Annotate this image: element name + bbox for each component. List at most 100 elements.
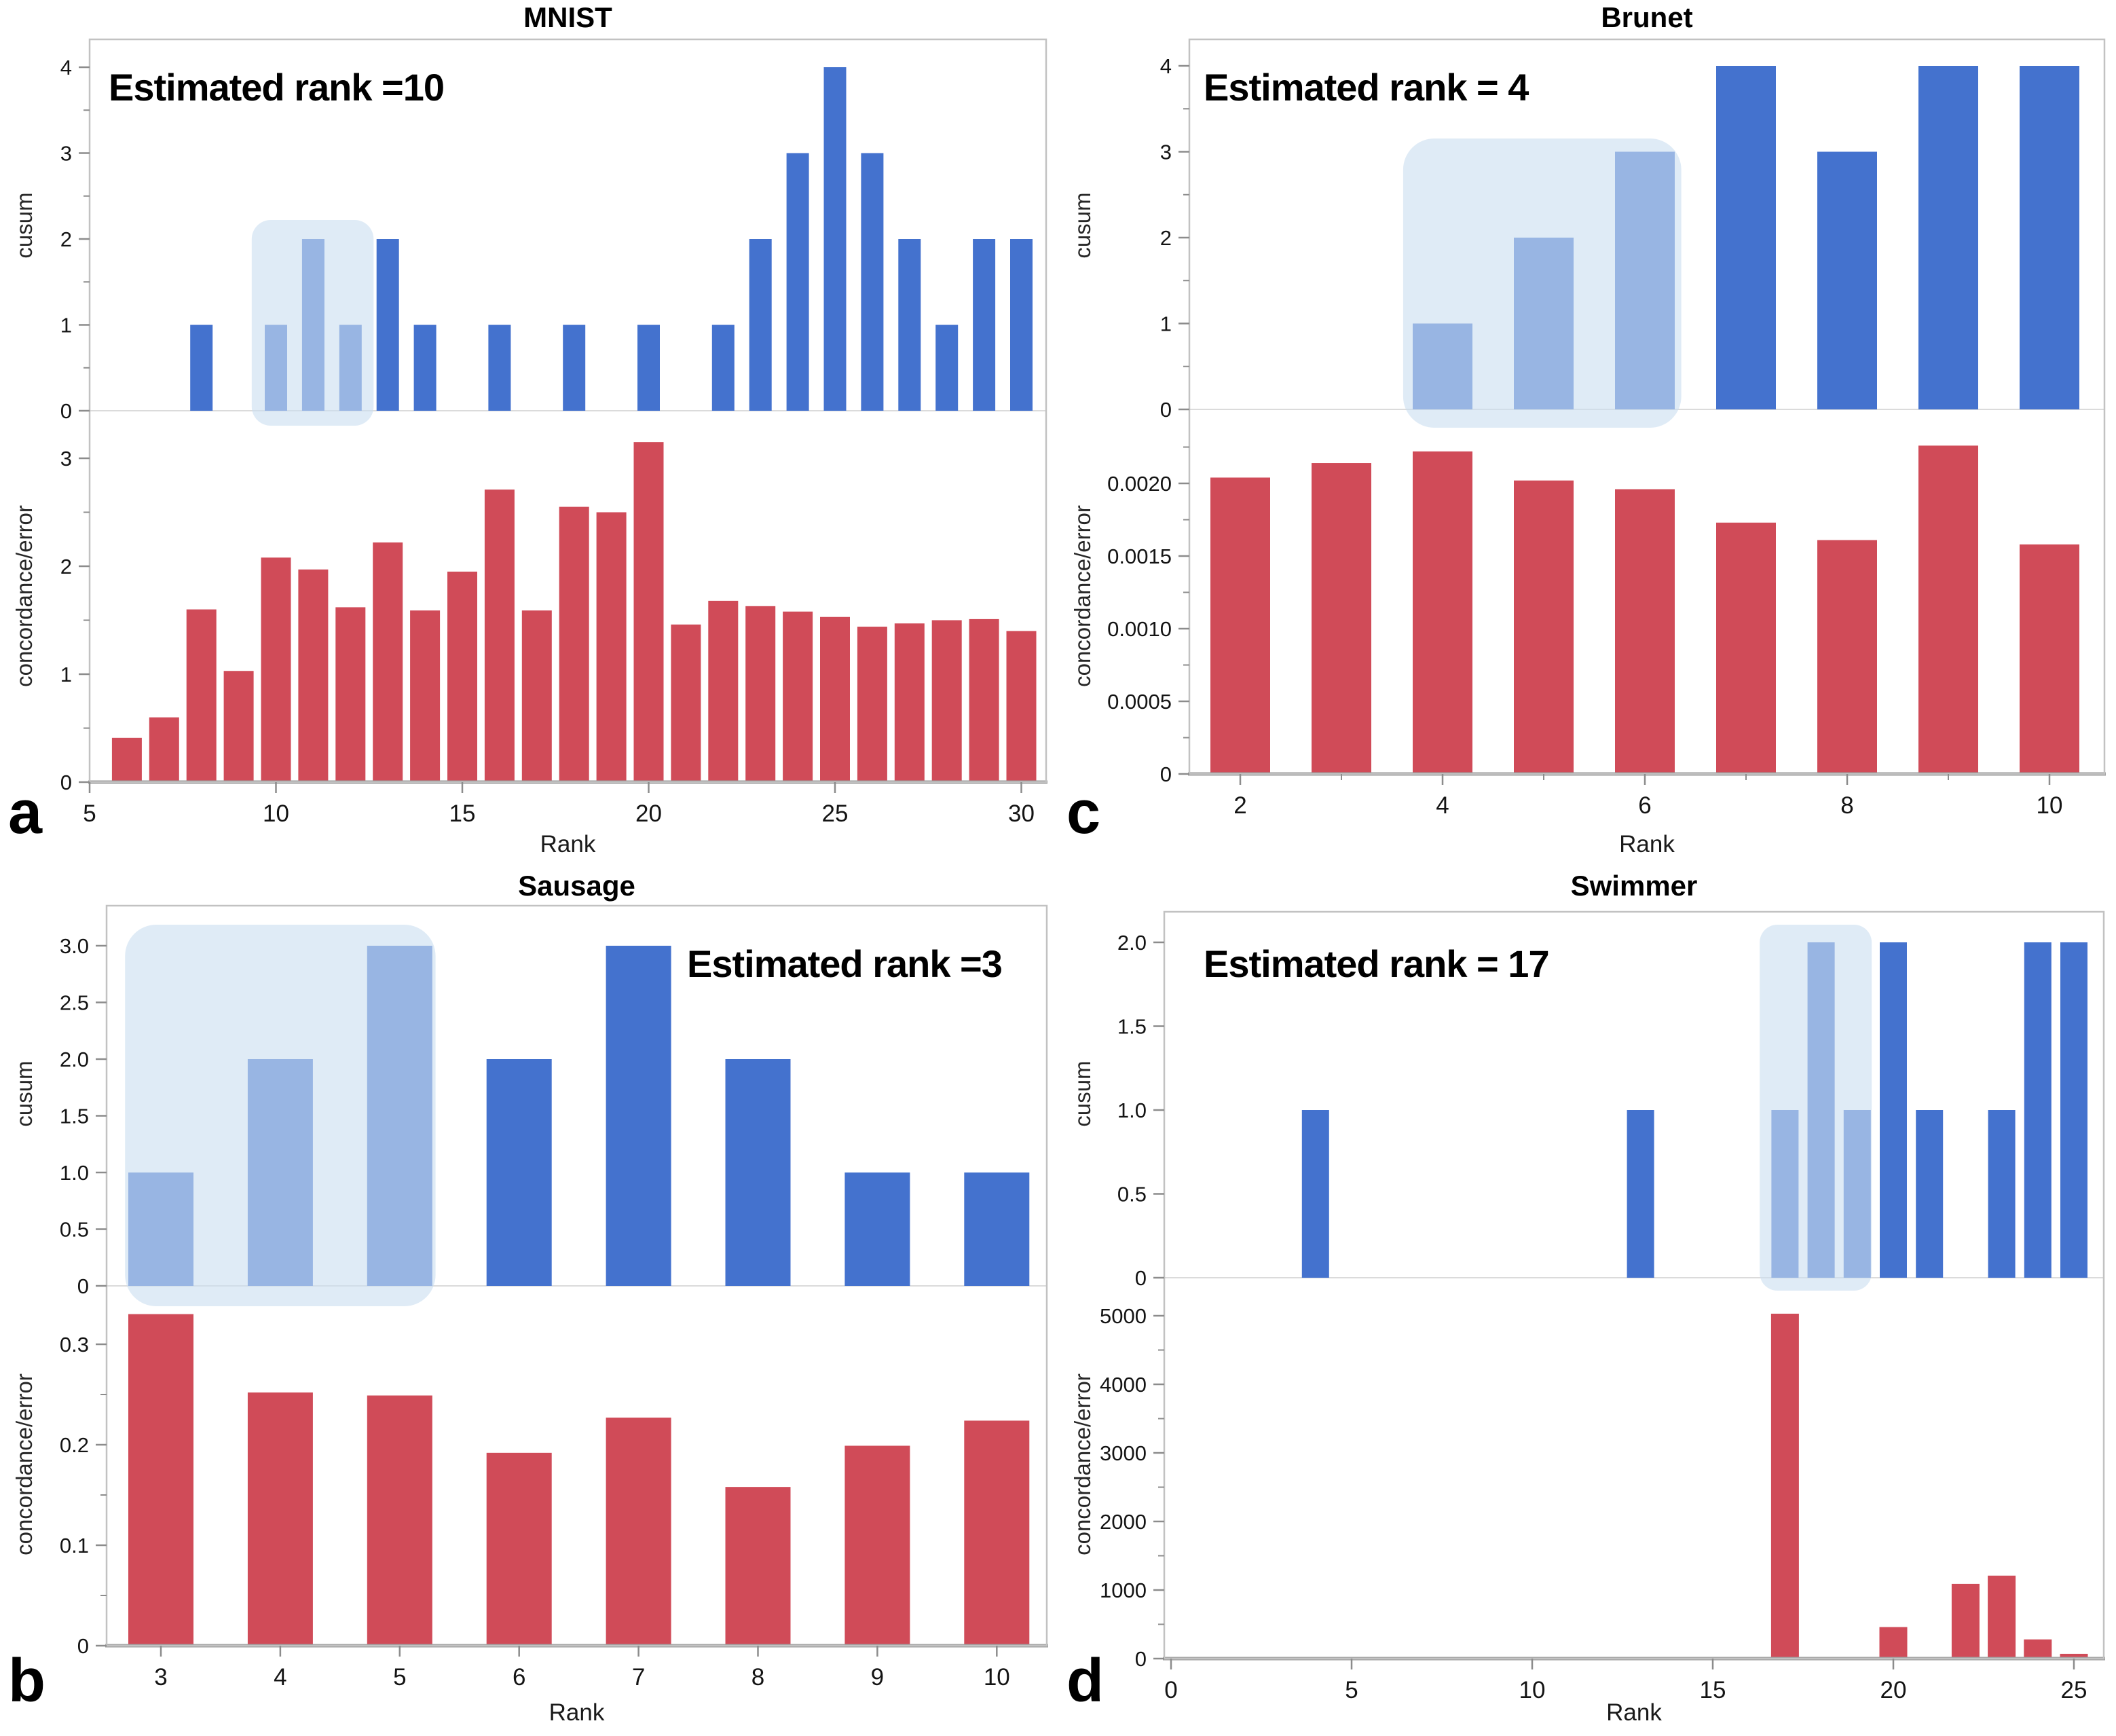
concordance-axis-label: concordance/error bbox=[12, 505, 37, 687]
concordance-y-tick-label: 3 bbox=[60, 447, 72, 470]
x-tick-label: 4 bbox=[274, 1664, 286, 1691]
cusum-bar bbox=[606, 946, 671, 1286]
cusum-y-tick-label: 0 bbox=[60, 399, 72, 423]
concordance-bar bbox=[1951, 1583, 1980, 1659]
cusum-bar bbox=[2020, 66, 2079, 409]
cusum-axis-label: cusum bbox=[1070, 1060, 1095, 1127]
concordance-bar bbox=[1988, 1575, 2016, 1659]
cusum-bar bbox=[1918, 66, 1978, 409]
concordance-y-tick-label: 5000 bbox=[1100, 1304, 1147, 1328]
concordance-y-tick-label: 1000 bbox=[1100, 1578, 1147, 1602]
x-tick-label: 10 bbox=[984, 1664, 1010, 1691]
concordance-y-tick-label: 4000 bbox=[1100, 1373, 1147, 1397]
estimated-rank-highlight bbox=[251, 220, 374, 426]
concordance-bar bbox=[410, 610, 441, 782]
cusum-y-tick-label: 2.0 bbox=[60, 1048, 89, 1071]
cusum-bar bbox=[486, 1059, 552, 1286]
concordance-bar bbox=[128, 1314, 193, 1646]
sausage-chart: 0 0.5 1.0 1.5 2.0 2.5 3.0 0 0.1 0.2 0.3 3 4 5 6 7 8 9 10 bbox=[60, 904, 1048, 1691]
estimated-rank-highlight bbox=[1760, 925, 1872, 1291]
cusum-bar bbox=[637, 325, 660, 411]
concordance-y-tick-label: 0 bbox=[1135, 1647, 1147, 1671]
concordance-bar bbox=[1770, 1313, 1799, 1659]
concordance-bar bbox=[745, 606, 776, 782]
estimated-rank-annotation: Estimated rank =10 bbox=[109, 66, 445, 109]
panel-title: Swimmer bbox=[1570, 870, 1698, 902]
cusum-axis-label: cusum bbox=[1070, 192, 1095, 259]
concordance-bar bbox=[1514, 480, 1574, 774]
x-tick-label: 8 bbox=[1840, 792, 1853, 819]
cusum-y-tick-label: 4 bbox=[60, 56, 72, 79]
cusum-bar bbox=[1880, 942, 1907, 1278]
concordance-bar bbox=[484, 490, 515, 782]
concordance-bar bbox=[1413, 451, 1472, 774]
cusum-y-tick-label: 1 bbox=[1160, 312, 1172, 336]
brunet-chart: 0 1 2 3 4 0 0.0005 0.0010 0.0015 0.0020 2 4 6 8 10 bbox=[1107, 38, 2106, 819]
concordance-y-tick-label: 0 bbox=[1160, 762, 1172, 786]
mnist-chart: 0 1 2 3 4 0 1 2 3 5 10 15 20 25 30 bbox=[60, 38, 1047, 827]
concordance-bar bbox=[820, 616, 850, 782]
cusum-bar bbox=[1988, 1110, 2016, 1278]
panel-title: Sausage bbox=[518, 870, 635, 902]
x-tick-label: 5 bbox=[393, 1664, 406, 1691]
cusum-bar bbox=[973, 239, 996, 411]
cusum-bar bbox=[898, 239, 921, 411]
concordance-bar bbox=[447, 571, 477, 782]
concordance-bar bbox=[2024, 1639, 2052, 1659]
concordance-axis-label: concordance/error bbox=[1070, 505, 1095, 687]
concordance-y-tick-label: 2 bbox=[60, 555, 72, 578]
concordance-bar bbox=[1879, 1627, 1908, 1659]
rank-axis-label: Rank bbox=[1619, 831, 1675, 857]
cusum-bar bbox=[786, 153, 809, 411]
estimated-rank-annotation: Estimated rank = 17 bbox=[1204, 942, 1550, 985]
concordance-y-tick-label: 1 bbox=[60, 663, 72, 686]
cusum-bar bbox=[711, 325, 735, 411]
cusum-y-tick-label: 3 bbox=[1160, 141, 1172, 164]
concordance-bar bbox=[1615, 489, 1675, 774]
x-tick-label: 3 bbox=[154, 1664, 167, 1691]
cusum-bar bbox=[1716, 66, 1776, 409]
cusum-bar bbox=[861, 153, 884, 411]
x-tick-label: 25 bbox=[822, 800, 849, 827]
x-tick-label: 10 bbox=[2037, 792, 2063, 819]
cusum-bar bbox=[1916, 1110, 1944, 1278]
panel-title: MNIST bbox=[523, 1, 612, 33]
cusum-bar bbox=[488, 325, 511, 411]
plot-border bbox=[1163, 910, 2105, 1660]
x-tick-label: 10 bbox=[1519, 1677, 1546, 1703]
estimated-rank-annotation: Estimated rank =3 bbox=[687, 942, 1003, 985]
cusum-y-tick-label: 2 bbox=[60, 227, 72, 251]
concordance-y-tick-label: 2000 bbox=[1100, 1510, 1147, 1534]
cusum-bar bbox=[2060, 942, 2087, 1278]
x-tick-label: 6 bbox=[513, 1664, 525, 1691]
cusum-y-tick-label: 3.0 bbox=[60, 934, 89, 958]
concordance-bar bbox=[111, 737, 142, 782]
swimmer-chart: 0 0.5 1.0 1.5 2.0 0 1000 2000 3000 4000 5000 0 5 10 15… bbox=[1100, 910, 2105, 1703]
cusum-axis-label: cusum bbox=[12, 1060, 37, 1127]
concordance-y-tick-label: 0.2 bbox=[60, 1433, 89, 1457]
estimated-rank-highlight bbox=[125, 925, 436, 1306]
cusum-y-tick-label: 1.0 bbox=[1117, 1098, 1147, 1122]
concordance-y-tick-label: 0.0015 bbox=[1107, 544, 1172, 568]
rank-axis-label: Rank bbox=[540, 831, 596, 857]
concordance-y-tick-label: 0.0010 bbox=[1107, 617, 1172, 641]
cusum-bar bbox=[376, 239, 399, 411]
x-tick-label: 20 bbox=[1880, 1677, 1907, 1703]
panel-title: Brunet bbox=[1601, 1, 1693, 33]
cusum-y-tick-label: 1.5 bbox=[1117, 1015, 1147, 1039]
cusum-axis-label: cusum bbox=[12, 192, 37, 259]
x-tick-label: 25 bbox=[2061, 1677, 2087, 1703]
concordance-bar bbox=[521, 610, 552, 782]
estimated-rank-annotation: Estimated rank = 4 bbox=[1204, 66, 1529, 109]
x-tick-label: 5 bbox=[1345, 1677, 1358, 1703]
concordance-bar bbox=[247, 1392, 313, 1646]
cusum-bar bbox=[413, 325, 437, 411]
concordance-bar bbox=[367, 1395, 432, 1646]
x-tick-label: 4 bbox=[1436, 792, 1449, 819]
cusum-y-tick-label: 0.5 bbox=[1117, 1183, 1147, 1206]
concordance-bar bbox=[633, 442, 664, 782]
x-tick-label: 15 bbox=[449, 800, 476, 827]
cusum-bar bbox=[844, 1172, 910, 1286]
concordance-y-tick-label: 0.1 bbox=[60, 1534, 89, 1557]
concordance-bar bbox=[1817, 540, 1877, 774]
